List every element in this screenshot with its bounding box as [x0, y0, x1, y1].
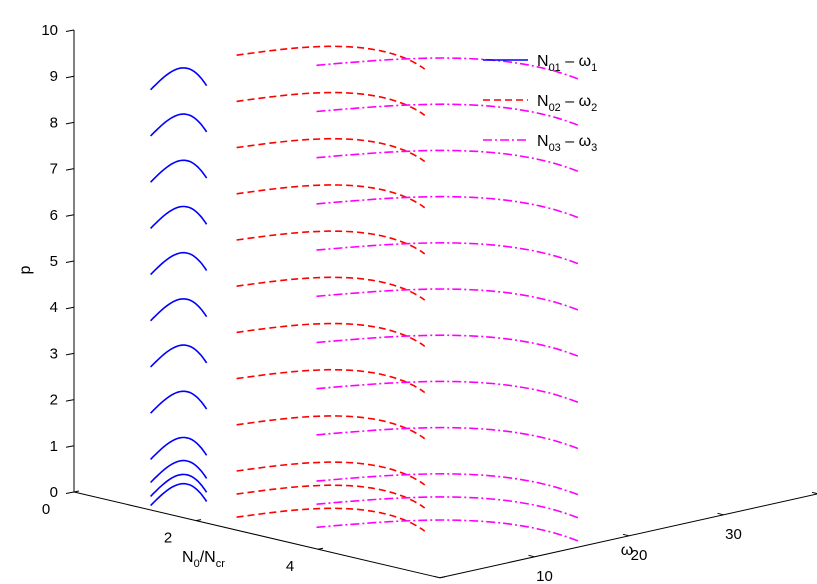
z-tick-mark [65, 306, 75, 310]
z-tick-mark [65, 260, 75, 263]
series-layer [150, 45, 580, 543]
series-3-curve [316, 57, 580, 81]
series-2 [236, 45, 426, 532]
z-tick-label: 7 [50, 161, 58, 178]
tick-labels: 0123456789100246010203040 [41, 22, 742, 584]
series-2-curve [236, 91, 426, 116]
series-3-curve [316, 496, 580, 519]
x-tick-mark [73, 490, 80, 493]
y-tick-mark [622, 533, 630, 537]
x-axis-label: N0/Ncr [182, 549, 225, 570]
z-tick-mark [65, 29, 75, 32]
y-tick-label: 30 [725, 526, 742, 543]
z-tick-mark [65, 168, 75, 171]
series-1-curve [150, 459, 208, 484]
z-tick-label: 10 [41, 22, 58, 39]
y-tick-mark [433, 575, 441, 579]
series-3-curve [316, 426, 580, 450]
series-3-curve [316, 195, 580, 219]
series-2-curve [236, 276, 426, 301]
series-3-curve [316, 519, 580, 543]
series-2-curve [236, 137, 426, 163]
z-tick-label: 9 [50, 68, 58, 85]
series-2-curve [236, 45, 426, 70]
legend-label-2: N02 – ω2 [537, 93, 597, 114]
series-2-curve [236, 184, 426, 209]
legend-entry-3: N03 – ω3 [483, 133, 597, 154]
series-3-curve [316, 334, 580, 358]
z-tick-mark [65, 121, 75, 125]
series-3-curve [316, 103, 580, 127]
legend-entry-1: N01 – ω1 [483, 53, 597, 74]
series-1-curve [150, 298, 208, 322]
x-tick-label: 0 [42, 501, 50, 518]
legend-entry-2: N02 – ω2 [483, 93, 597, 114]
legend: N01 – ω1 N02 – ω2 N03 – ω3 [483, 53, 597, 154]
z-tick-label: 4 [50, 299, 58, 316]
z-tick-label: 2 [50, 392, 58, 409]
z-tick-mark [65, 399, 75, 402]
legend-label-3: N03 – ω3 [537, 133, 597, 154]
z-tick-label: 5 [50, 253, 58, 270]
z-tick-label: 0 [50, 484, 58, 501]
axes [65, 29, 817, 579]
series-1-curve [150, 482, 208, 507]
z-tick-label: 1 [50, 438, 58, 455]
x-axis-line [73, 491, 441, 579]
z-axis-label: p [17, 265, 34, 274]
series-3-curve [316, 288, 580, 312]
series-1-curve [150, 251, 208, 276]
y-tick-mark [528, 554, 535, 558]
z-tick-label: 3 [50, 345, 58, 362]
series-3-curve [316, 149, 580, 173]
legend-label-1: N01 – ω1 [537, 53, 597, 74]
z-tick-label: 6 [50, 207, 58, 224]
y-tick-label: 10 [536, 568, 553, 584]
y-tick-mark [811, 491, 817, 495]
series-1-curve [150, 113, 208, 137]
z-tick-mark [65, 491, 75, 494]
x-tick-mark [317, 547, 324, 550]
series-1 [150, 67, 208, 507]
series-3 [316, 57, 580, 543]
series-1-curve [150, 67, 208, 91]
series-3-curve [316, 241, 580, 265]
z-tick-mark [65, 214, 75, 217]
z-tick-mark [65, 75, 75, 79]
x-tick-mark [439, 576, 446, 579]
z-tick-label: 8 [50, 114, 58, 131]
series-1-curve [150, 344, 208, 368]
series-1-curve [150, 205, 208, 229]
z-tick-mark [65, 445, 75, 448]
series-2-curve [236, 461, 426, 486]
series-1-curve [150, 159, 208, 183]
series-2-curve [236, 415, 426, 440]
series-2-curve [236, 484, 426, 509]
y-axis-label: ω [621, 542, 634, 559]
y-tick-mark [717, 512, 724, 516]
series-2-curve [236, 230, 426, 255]
series-2-curve [236, 368, 426, 394]
y-tick-label: 20 [631, 547, 648, 564]
series-2-curve [236, 507, 426, 532]
z-tick-mark [65, 352, 75, 356]
x-tick-label: 2 [164, 530, 172, 547]
x-tick-mark [195, 519, 202, 522]
series-2-curve [236, 322, 426, 347]
series-3-curve [316, 380, 580, 404]
x-tick-label: 4 [286, 558, 294, 575]
series-1-curve [150, 390, 208, 414]
series-1-curve [150, 473, 208, 497]
series-1-curve [150, 436, 208, 460]
series-3-curve [316, 472, 580, 496]
